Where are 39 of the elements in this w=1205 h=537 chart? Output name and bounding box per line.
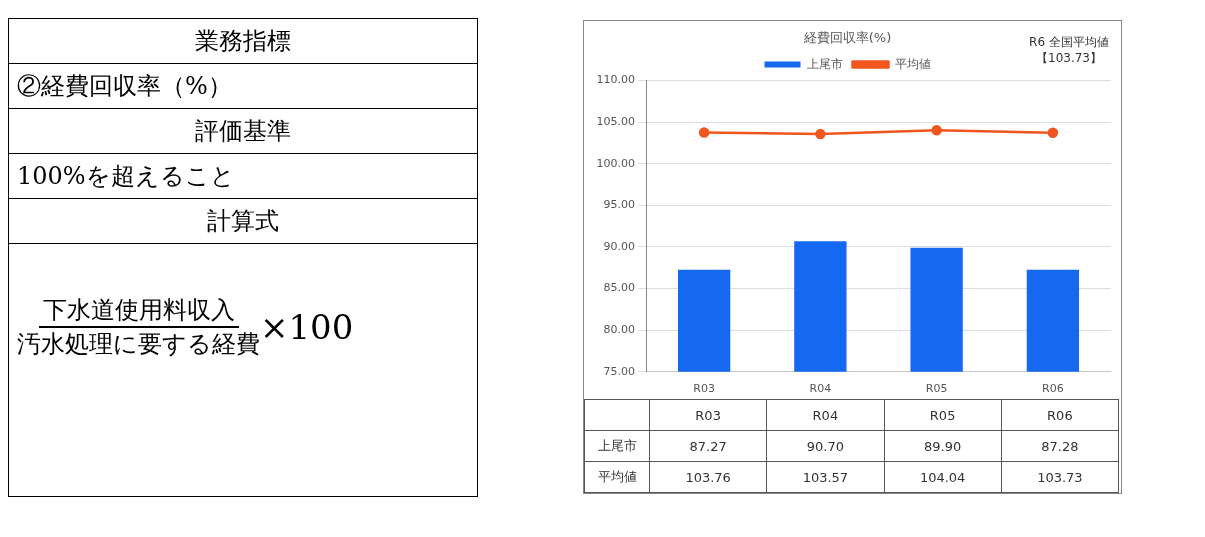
text: R6 全国平均値 [1029,35,1109,50]
text: ②経費回収率（%） [8,63,478,109]
category-label: R03 [695,407,721,423]
data-label: 89.90 [884,430,1002,462]
text: 上尾市 [597,438,637,453]
category-label: R06 [1047,407,1073,423]
data-label: 103.57 [766,461,884,493]
x-tick-label: R03 [693,382,715,396]
y-tick-label: 95.00 [603,198,635,212]
y-tick-label: 80.00 [603,323,635,337]
category-label: R04 [812,407,839,423]
x-tick-label: R04 [809,382,832,396]
x-tick-label: R05 [925,382,948,396]
text: 【103.73】 [1036,51,1102,66]
y-tick-label: 110.00 [596,73,635,87]
text: 業務指標 [8,18,478,64]
data-label: 90.70 [766,430,884,462]
y-tick-label: 75.00 [603,364,635,378]
text: 評価基準 [8,108,478,154]
text: 平均値 [597,469,637,484]
text: 汚水処理に要する経費 [17,329,260,360]
text: 計算式 [8,198,478,244]
legend-label: 上尾市 [806,56,843,71]
y-tick-label: 85.00 [603,281,635,295]
y-tick-label: 100.00 [596,156,635,170]
chart-title: 経費回収率(%) [802,30,892,46]
y-tick-label: 90.00 [603,239,635,253]
data-label: 104.04 [884,461,1002,493]
text: 下水道使用料収入 [38,294,239,328]
data-label: 103.76 [649,461,767,493]
text: 100%を超えること [8,153,478,199]
data-label: 87.28 [1001,430,1119,462]
data-label: 87.27 [649,430,767,462]
category-label: R05 [929,407,956,423]
data-label: 103.73 [1001,461,1119,493]
y-tick-label: 105.00 [596,115,635,129]
x-tick-label: R06 [1042,382,1064,396]
legend-label: 平均値 [894,56,931,71]
text: ×100 [260,307,354,347]
